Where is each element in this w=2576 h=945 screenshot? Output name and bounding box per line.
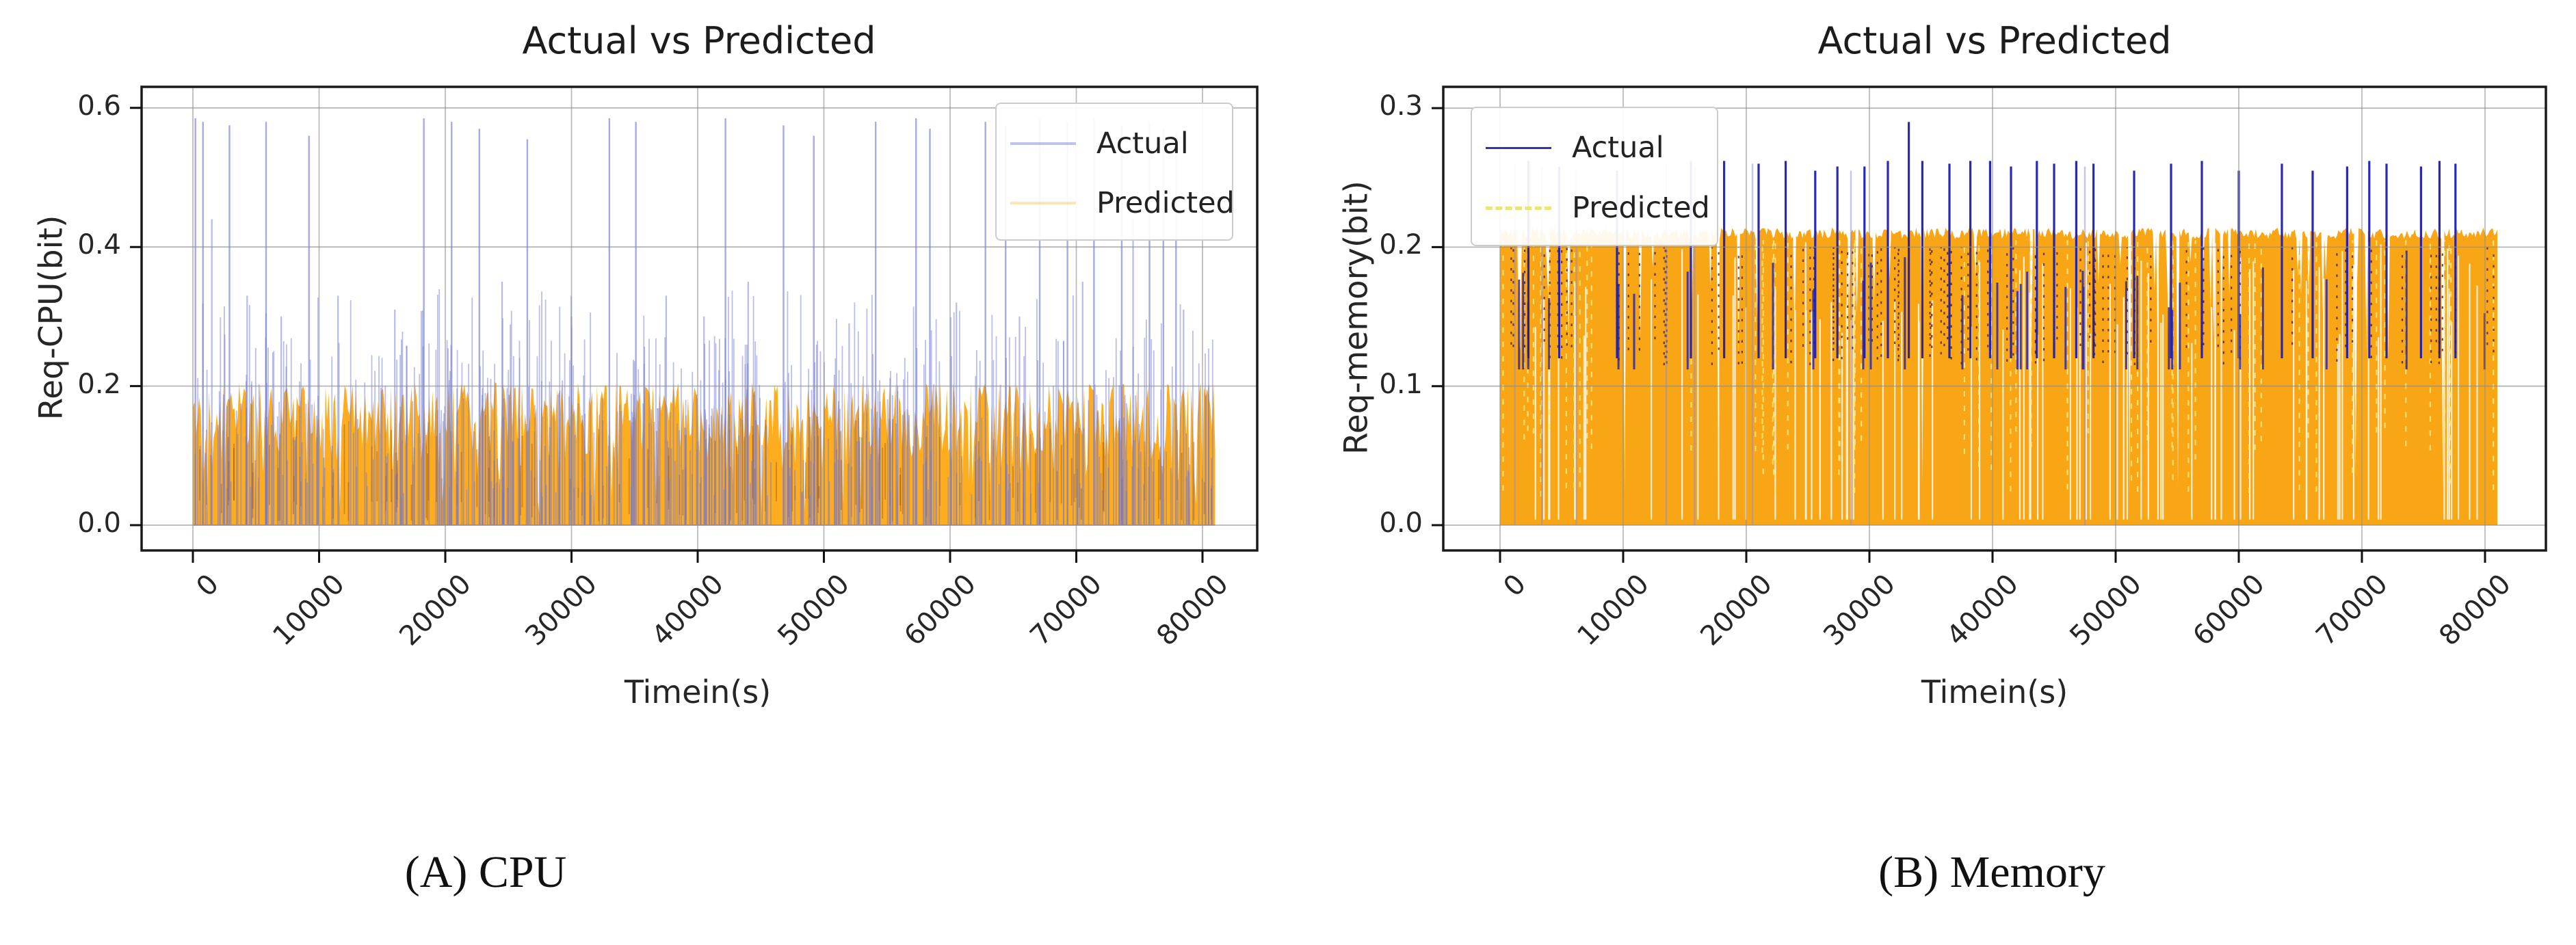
y-tick-label: 0.0	[1379, 507, 1423, 539]
data-layer	[193, 118, 1215, 526]
legend-row-predicted: Predicted	[1486, 180, 1710, 236]
chart-a-caption: (A) CPU	[404, 847, 567, 897]
y-tick-label: 0.1	[1379, 368, 1423, 400]
plot-border	[140, 85, 1259, 552]
chart-a-legend: Actual Predicted	[995, 103, 1235, 241]
y-tick-label: 0.4	[77, 229, 121, 261]
predicted-line-swatch	[1010, 201, 1076, 204]
y-tick-label: 0.3	[1379, 90, 1423, 122]
chart-b-caption: (B) Memory	[1878, 847, 2105, 897]
legend-label-predicted: Predicted	[1572, 191, 1710, 225]
y-tick-label: 0.2	[77, 368, 121, 400]
y-tick-label: 0.2	[1379, 229, 1423, 261]
plot-group-cpu	[130, 85, 1259, 563]
chart-b-legend: Actual Predicted	[1471, 107, 1718, 246]
legend-label-actual: Actual	[1572, 131, 1664, 165]
plot-border	[1442, 85, 2547, 552]
chart-a-x-axis-label: Timein(s)	[624, 674, 772, 710]
predicted-band	[1500, 227, 2497, 525]
actual-line-swatch	[1010, 142, 1076, 145]
y-tick-label: 0.6	[77, 90, 121, 122]
legend-label-actual: Actual	[1096, 126, 1189, 161]
chart-b-y-axis-label: Req-memory(bit)	[1337, 181, 1376, 455]
legend-label-predicted: Predicted	[1096, 185, 1235, 220]
chart-a-y-axis-label: Req-CPU(bit)	[32, 215, 70, 421]
chart-a-title: Actual vs Predicted	[522, 19, 876, 62]
y-tick-label: 0.0	[77, 507, 121, 539]
legend-row-actual: Actual	[1010, 116, 1225, 172]
plot-group-memory	[1432, 85, 2547, 563]
predicted-line-swatch	[1486, 206, 1551, 210]
chart-b-title: Actual vs Predicted	[1817, 19, 2172, 62]
actual-line-swatch	[1486, 146, 1551, 149]
legend-row-actual: Actual	[1486, 120, 1710, 176]
legend-row-predicted: Predicted	[1010, 175, 1235, 231]
chart-b-x-axis-label: Timein(s)	[1921, 674, 2068, 710]
